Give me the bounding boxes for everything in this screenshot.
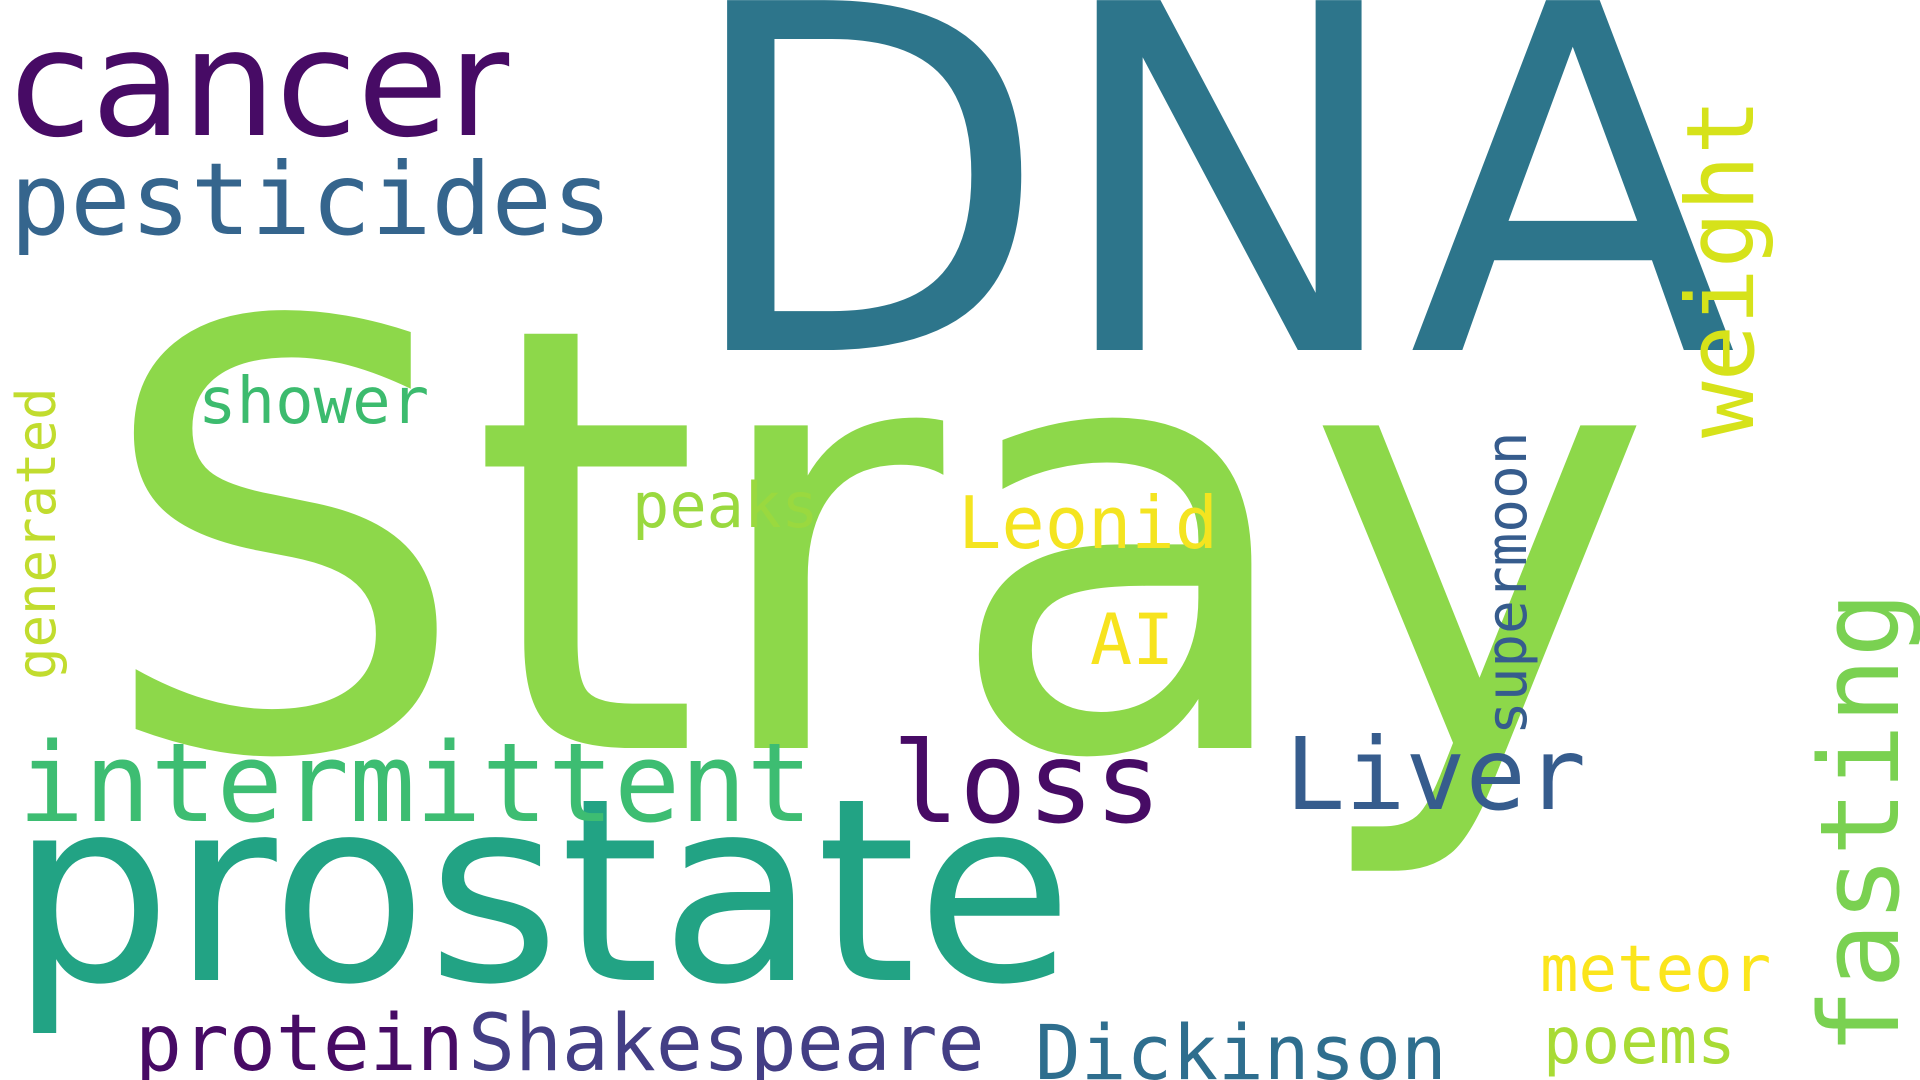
word-protein: protein [135, 999, 464, 1080]
word-stray: Stray [95, 201, 1655, 888]
word-ai: AI [1090, 599, 1175, 681]
word-dickinson: Dickinson [1035, 1008, 1447, 1080]
word-poems: poems [1543, 1005, 1736, 1079]
word-generated: generated [5, 387, 68, 680]
word-leonid: Leonid [958, 481, 1219, 565]
word-shower: shower [198, 365, 430, 439]
word-dna: DNA [680, 0, 1738, 464]
word-shakespeare: Shakespeare [468, 999, 985, 1080]
word-supermoon: supermoon [1475, 431, 1540, 735]
word-weight: weight [1667, 98, 1776, 438]
word-peaks: peaks [632, 469, 819, 542]
word-pesticides: pesticides [10, 141, 613, 258]
word-liver: Liver [1285, 716, 1587, 833]
word-prostate: prostate [10, 744, 1074, 1041]
word-intermittent: intermittent [18, 719, 813, 847]
word-loss: loss [892, 719, 1162, 849]
word-cancer: cancer [10, 0, 510, 170]
word-fasting: fasting [1796, 591, 1920, 1055]
word-meteor: meteor [1540, 933, 1772, 1007]
